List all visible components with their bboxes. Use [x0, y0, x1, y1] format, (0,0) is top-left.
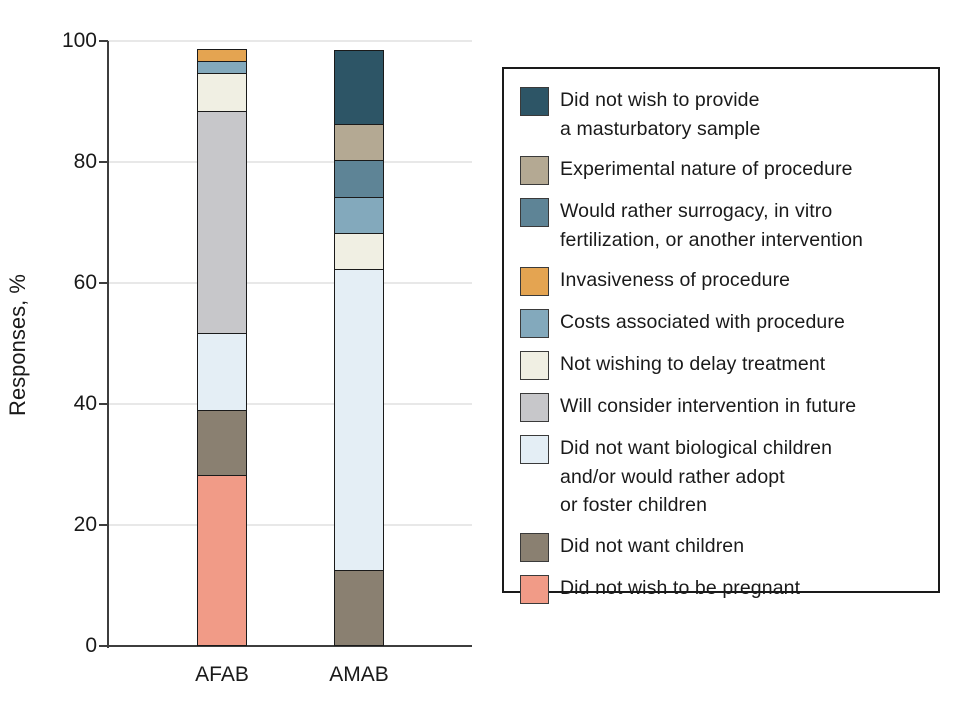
bar-amab	[334, 50, 384, 646]
segment-afab	[197, 474, 247, 646]
gridline-60	[108, 282, 472, 284]
segment-amab	[334, 570, 384, 646]
segment-amab	[334, 233, 384, 271]
y-tick-label-20: 20	[73, 513, 97, 536]
y-tick-80	[99, 161, 108, 163]
x-tick-label-afab: AFAB	[195, 663, 249, 686]
segment-amab	[334, 269, 384, 572]
gridline-20	[108, 524, 472, 526]
legend-item: Will consider intervention in future	[520, 392, 928, 422]
gridline-40	[108, 403, 472, 405]
y-tick-label-80: 80	[73, 150, 97, 173]
y-tick-100	[99, 40, 108, 42]
x-tick-label-amab: AMAB	[329, 663, 389, 686]
segment-amab	[334, 196, 384, 235]
legend-item: Experimental nature of procedure	[520, 155, 928, 185]
legend-item: Did not wish to be pregnant	[520, 574, 928, 604]
legend-label: Experimental nature of procedure	[560, 158, 853, 180]
legend-swatch	[520, 393, 549, 422]
legend-item: Not wishing to delay treatment	[520, 350, 928, 380]
legend-swatch	[520, 87, 549, 116]
legend-label: Did not wish to be pregnant	[560, 576, 801, 599]
legend-label: Not wishing to delay treatment	[560, 353, 826, 375]
legend-item: Did not want biological children and/or …	[520, 434, 928, 520]
y-tick-40	[99, 403, 108, 405]
y-tick-label-100: 100	[61, 29, 97, 52]
legend-item: Costs associated with procedure	[520, 308, 928, 338]
legend-swatch	[520, 351, 549, 380]
legend-swatch	[520, 156, 549, 185]
y-tick-60	[99, 282, 108, 284]
legend-label: Costs associated with procedure	[560, 311, 845, 333]
y-axis-line	[107, 41, 109, 648]
segment-afab	[197, 73, 247, 113]
legend-label: Will consider intervention in future	[560, 395, 857, 417]
segment-amab	[334, 124, 384, 162]
legend-item: Would rather surrogacy, in vitro fertili…	[520, 197, 928, 254]
legend-item: Invasiveness of procedure	[520, 266, 928, 296]
x-axis-line	[107, 645, 472, 647]
gridline-80	[108, 161, 472, 163]
legend-item: Did not wish to provide a masturbatory s…	[520, 86, 928, 143]
legend-swatch	[520, 532, 549, 562]
legend-label: Did not want children	[560, 534, 745, 557]
legend-swatch	[520, 309, 549, 338]
segment-afab	[197, 110, 247, 335]
segment-afab	[197, 410, 247, 477]
segment-amab	[334, 50, 384, 126]
y-tick-label-40: 40	[73, 392, 97, 415]
legend-swatch	[520, 198, 549, 227]
y-tick-label-0: 0	[85, 634, 97, 657]
legend-label: Would rather surrogacy, in vitro fertili…	[560, 200, 863, 251]
gridline-100	[108, 40, 472, 42]
bar-afab	[197, 49, 247, 646]
legend-box: Did not wish to provide a masturbatory s…	[502, 67, 940, 604]
segment-amab	[334, 160, 384, 199]
legend-label: Did not wish to provide a masturbatory s…	[560, 89, 761, 140]
y-tick-20	[99, 524, 108, 526]
legend-swatch	[520, 267, 549, 296]
legend-label: Invasiveness of procedure	[560, 269, 791, 291]
segment-afab	[197, 333, 247, 412]
y-tick-0	[99, 645, 108, 647]
legend-swatch	[520, 574, 549, 604]
y-axis-title: Responses, %	[5, 274, 30, 416]
legend-label: Did not want biological children and/or …	[560, 437, 833, 516]
y-tick-label-60: 60	[73, 271, 97, 294]
legend-swatch	[520, 435, 549, 464]
legend-item: Did not want children	[520, 532, 928, 562]
